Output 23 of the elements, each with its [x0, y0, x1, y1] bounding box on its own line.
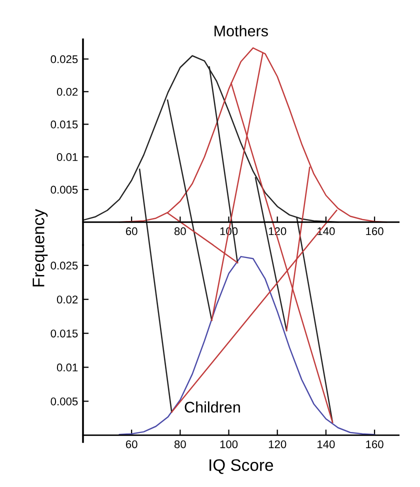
x-tick-label: 80: [174, 227, 186, 236]
x-tick-label: 140: [318, 440, 335, 448]
x-tick-label: 160: [366, 227, 384, 236]
y-axis-title: Frequency: [32, 209, 48, 286]
x-tick-label: 80: [174, 440, 186, 448]
y-tick-label: 0.015: [50, 330, 78, 338]
y-tick-label: 0.025: [50, 262, 78, 270]
x-tick-label: 120: [268, 440, 286, 448]
chart-title: Mothers: [214, 25, 268, 36]
text: Children: [184, 401, 240, 413]
y-tick-label: 0.005: [50, 398, 78, 406]
y-tick-label: 0.01: [56, 364, 78, 372]
y-tick-label: 0.005: [50, 186, 78, 194]
x-tick-label: 160: [366, 440, 384, 448]
x-axis-title: IQ Score: [210, 459, 274, 474]
x-tick-label: 60: [126, 227, 138, 236]
x-tick-label: 100: [220, 440, 238, 448]
y-tick-label: 0.02: [56, 88, 78, 96]
y-tick-label: 0.01: [56, 153, 78, 162]
y-tick-label: 0.025: [50, 55, 78, 64]
x-tick-label: 60: [126, 440, 138, 448]
y-tick-label: 0.02: [56, 296, 78, 304]
y-tick-label: 0.015: [50, 120, 78, 128]
